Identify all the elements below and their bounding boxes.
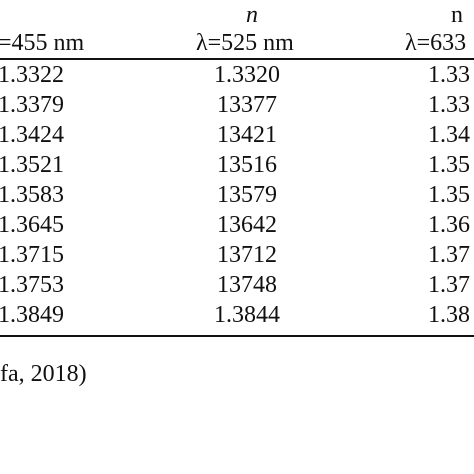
table-cell: 1.3753	[0, 272, 64, 298]
table-cell: 1.3322	[0, 62, 64, 88]
col1-wavelength: =455 nm	[0, 30, 85, 56]
header-rule	[0, 58, 474, 60]
table-cell: 13712	[217, 242, 277, 268]
table-cell: 1.3521	[0, 152, 64, 178]
table-cell: 1.3844	[214, 302, 280, 328]
table-cell: 1.38	[428, 302, 470, 328]
col2-symbol: n	[246, 2, 258, 28]
col3-symbol: n	[451, 2, 463, 28]
table-cell: 1.3424	[0, 122, 64, 148]
table-cell: 1.35	[428, 152, 470, 178]
table-cell: 1.36	[428, 212, 470, 238]
table-caption: fa, 2018)	[0, 361, 87, 387]
table-cell: 1.33	[428, 62, 470, 88]
table-cell: 1.3645	[0, 212, 64, 238]
table-cell: 1.37	[428, 272, 470, 298]
col2-wavelength: λ=525 nm	[196, 30, 294, 56]
table-cell: 1.3320	[214, 62, 280, 88]
table-cell: 13642	[217, 212, 277, 238]
table-cell: 1.3583	[0, 182, 64, 208]
bottom-rule	[0, 335, 474, 337]
table-cell: 1.3849	[0, 302, 64, 328]
table-cell: 13421	[217, 122, 277, 148]
table-cell: 1.35	[428, 182, 470, 208]
table-cell: 1.3379	[0, 92, 64, 118]
table-cell: 13377	[217, 92, 277, 118]
table-cell: 1.37	[428, 242, 470, 268]
table-cell: 13516	[217, 152, 277, 178]
table-cell: 13748	[217, 272, 277, 298]
table-cell: 13579	[217, 182, 277, 208]
table-cell: 1.34	[428, 122, 470, 148]
table-cell: 1.33	[428, 92, 470, 118]
table-cell: 1.3715	[0, 242, 64, 268]
col3-wavelength: λ=633	[405, 30, 467, 56]
